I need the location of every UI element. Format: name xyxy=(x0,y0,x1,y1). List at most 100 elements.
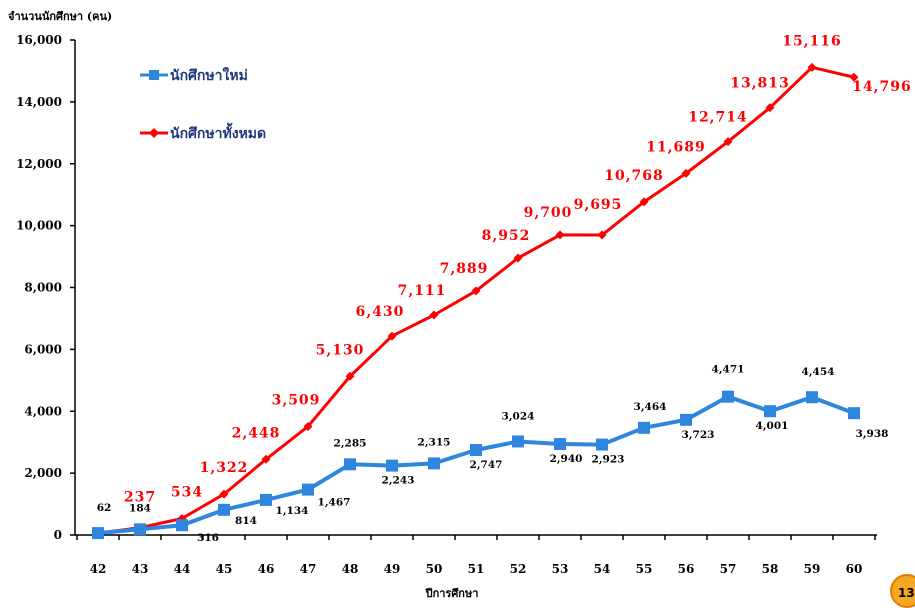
data-label-total-students: 9,695 xyxy=(574,197,623,213)
x-tick-label: 51 xyxy=(468,562,485,576)
data-label-new-students: 2,747 xyxy=(470,459,503,471)
x-tick-label: 59 xyxy=(804,562,821,576)
x-tick-label: 58 xyxy=(762,562,779,576)
data-point-total-students xyxy=(723,137,733,147)
data-point-total-students xyxy=(639,197,649,207)
legend: นักศึกษาใหม่ นักศึกษาทั้งหมด xyxy=(140,66,266,142)
data-point-total-students xyxy=(219,489,229,499)
data-label-new-students: 4,001 xyxy=(756,420,789,432)
x-tick-label: 45 xyxy=(216,562,233,576)
data-label-total-students: 7,889 xyxy=(440,261,489,277)
data-point-new-students xyxy=(176,519,188,532)
legend-label-total-students: นักศึกษาทั้งหมด xyxy=(170,122,266,142)
data-label-total-students: 9,700 xyxy=(524,205,573,221)
x-tick-label: 57 xyxy=(720,562,737,576)
data-label-new-students: 2,285 xyxy=(334,437,367,449)
data-label-new-students: 1,134 xyxy=(276,505,309,517)
x-tick-label: 43 xyxy=(132,562,149,576)
data-point-total-students xyxy=(261,454,271,464)
data-point-total-students xyxy=(765,103,775,113)
legend-marker-square-icon xyxy=(149,70,159,80)
legend-item-total-students: นักศึกษาทั้งหมด xyxy=(140,122,266,142)
data-label-new-students: 3,723 xyxy=(682,429,715,441)
x-tick-label: 47 xyxy=(300,562,317,576)
data-point-new-students xyxy=(470,444,482,457)
data-point-total-students xyxy=(387,331,397,341)
data-label-total-students: 15,116 xyxy=(782,33,842,49)
legend-item-new-students: นักศึกษาใหม่ xyxy=(140,66,248,84)
x-tick-label: 42 xyxy=(90,562,107,576)
data-point-new-students xyxy=(848,407,860,420)
data-point-new-students xyxy=(428,457,440,470)
x-tick-label: 60 xyxy=(846,562,863,576)
x-axis-title: ปีการศึกษา xyxy=(425,587,479,600)
data-label-total-students: 237 xyxy=(124,490,156,506)
data-point-total-students xyxy=(681,168,691,178)
data-label-total-students: 534 xyxy=(171,484,203,500)
data-label-total-students: 11,689 xyxy=(646,139,706,155)
y-tick-label: 6,000 xyxy=(24,342,62,356)
series-new-students xyxy=(92,390,860,540)
data-label-new-students: 814 xyxy=(235,515,257,527)
x-tick-label: 52 xyxy=(510,562,527,576)
y-tick-label: 14,000 xyxy=(16,95,62,109)
data-label-new-students: 4,454 xyxy=(802,366,835,378)
data-label-total-students: 12,714 xyxy=(688,110,748,126)
x-tick-label: 48 xyxy=(342,562,359,576)
data-point-total-students xyxy=(345,371,355,381)
data-point-new-students xyxy=(596,438,608,451)
data-label-new-students: 184 xyxy=(129,502,151,514)
data-point-total-students xyxy=(513,253,523,263)
y-axis-ticks: 0 2,000 4,000 6,000 8,000 10,000 12,000 14,000 1… xyxy=(16,33,75,542)
series-total-students xyxy=(93,62,859,538)
data-label-new-students: 2,315 xyxy=(418,436,451,448)
y-tick-label: 16,000 xyxy=(16,33,62,47)
x-tick-label: 50 xyxy=(426,562,443,576)
legend-marker-diamond-icon xyxy=(149,128,159,138)
data-point-total-students xyxy=(597,230,607,240)
data-point-total-students xyxy=(303,421,313,431)
data-point-new-students xyxy=(512,435,524,448)
data-point-new-students xyxy=(218,503,230,516)
data-point-new-students xyxy=(302,483,314,496)
data-point-new-students xyxy=(92,527,104,540)
data-label-total-students: 6,430 xyxy=(356,304,405,320)
x-axis-ticks: 42 43 44 45 46 47 48 49 50 51 52 53 54 55 56 57 58 59 60 xyxy=(76,535,876,576)
data-point-total-students xyxy=(429,310,439,320)
data-label-new-students: 2,940 xyxy=(550,453,583,465)
data-label-new-students: 3,464 xyxy=(634,401,667,413)
data-point-new-students xyxy=(722,390,734,403)
data-point-new-students xyxy=(764,405,776,418)
x-tick-label: 53 xyxy=(552,562,569,576)
data-labels-new-students: 62 184 316 814 1,134 1,467 2,285 2,243 2,315 2,74… xyxy=(97,364,889,545)
data-label-new-students: 62 xyxy=(97,502,112,514)
x-tick-label: 55 xyxy=(636,562,653,576)
data-point-new-students xyxy=(260,493,272,506)
data-label-total-students: 2,448 xyxy=(232,425,281,441)
x-tick-label: 46 xyxy=(258,562,275,576)
y-tick-label: 4,000 xyxy=(24,404,62,418)
data-label-new-students: 1,467 xyxy=(318,497,351,509)
data-point-total-students xyxy=(471,286,481,296)
data-label-total-students: 1,322 xyxy=(200,460,249,476)
data-point-total-students xyxy=(555,230,565,240)
y-axis-title: จำนวนนักศึกษา (คน) xyxy=(8,10,112,23)
data-label-total-students: 5,130 xyxy=(316,342,365,358)
data-point-new-students xyxy=(134,523,146,536)
y-tick-label: 12,000 xyxy=(16,157,62,171)
y-tick-label: 2,000 xyxy=(24,466,62,480)
data-label-new-students: 3,024 xyxy=(502,410,535,422)
data-label-new-students: 2,243 xyxy=(382,475,415,487)
legend-label-new-students: นักศึกษาใหม่ xyxy=(170,66,248,84)
y-tick-label: 0 xyxy=(54,528,62,542)
data-label-total-students: 10,768 xyxy=(604,168,664,184)
data-label-total-students: 8,952 xyxy=(482,228,531,244)
data-point-total-students xyxy=(849,72,859,82)
x-tick-label: 44 xyxy=(174,562,191,576)
x-tick-label: 54 xyxy=(594,562,611,576)
data-label-new-students: 316 xyxy=(197,532,219,544)
data-point-new-students xyxy=(386,459,398,472)
data-point-new-students xyxy=(806,391,818,404)
data-labels-total-students: 237 534 1,322 2,448 3,509 5,130 6,430 7,111 7,88… xyxy=(124,33,911,506)
